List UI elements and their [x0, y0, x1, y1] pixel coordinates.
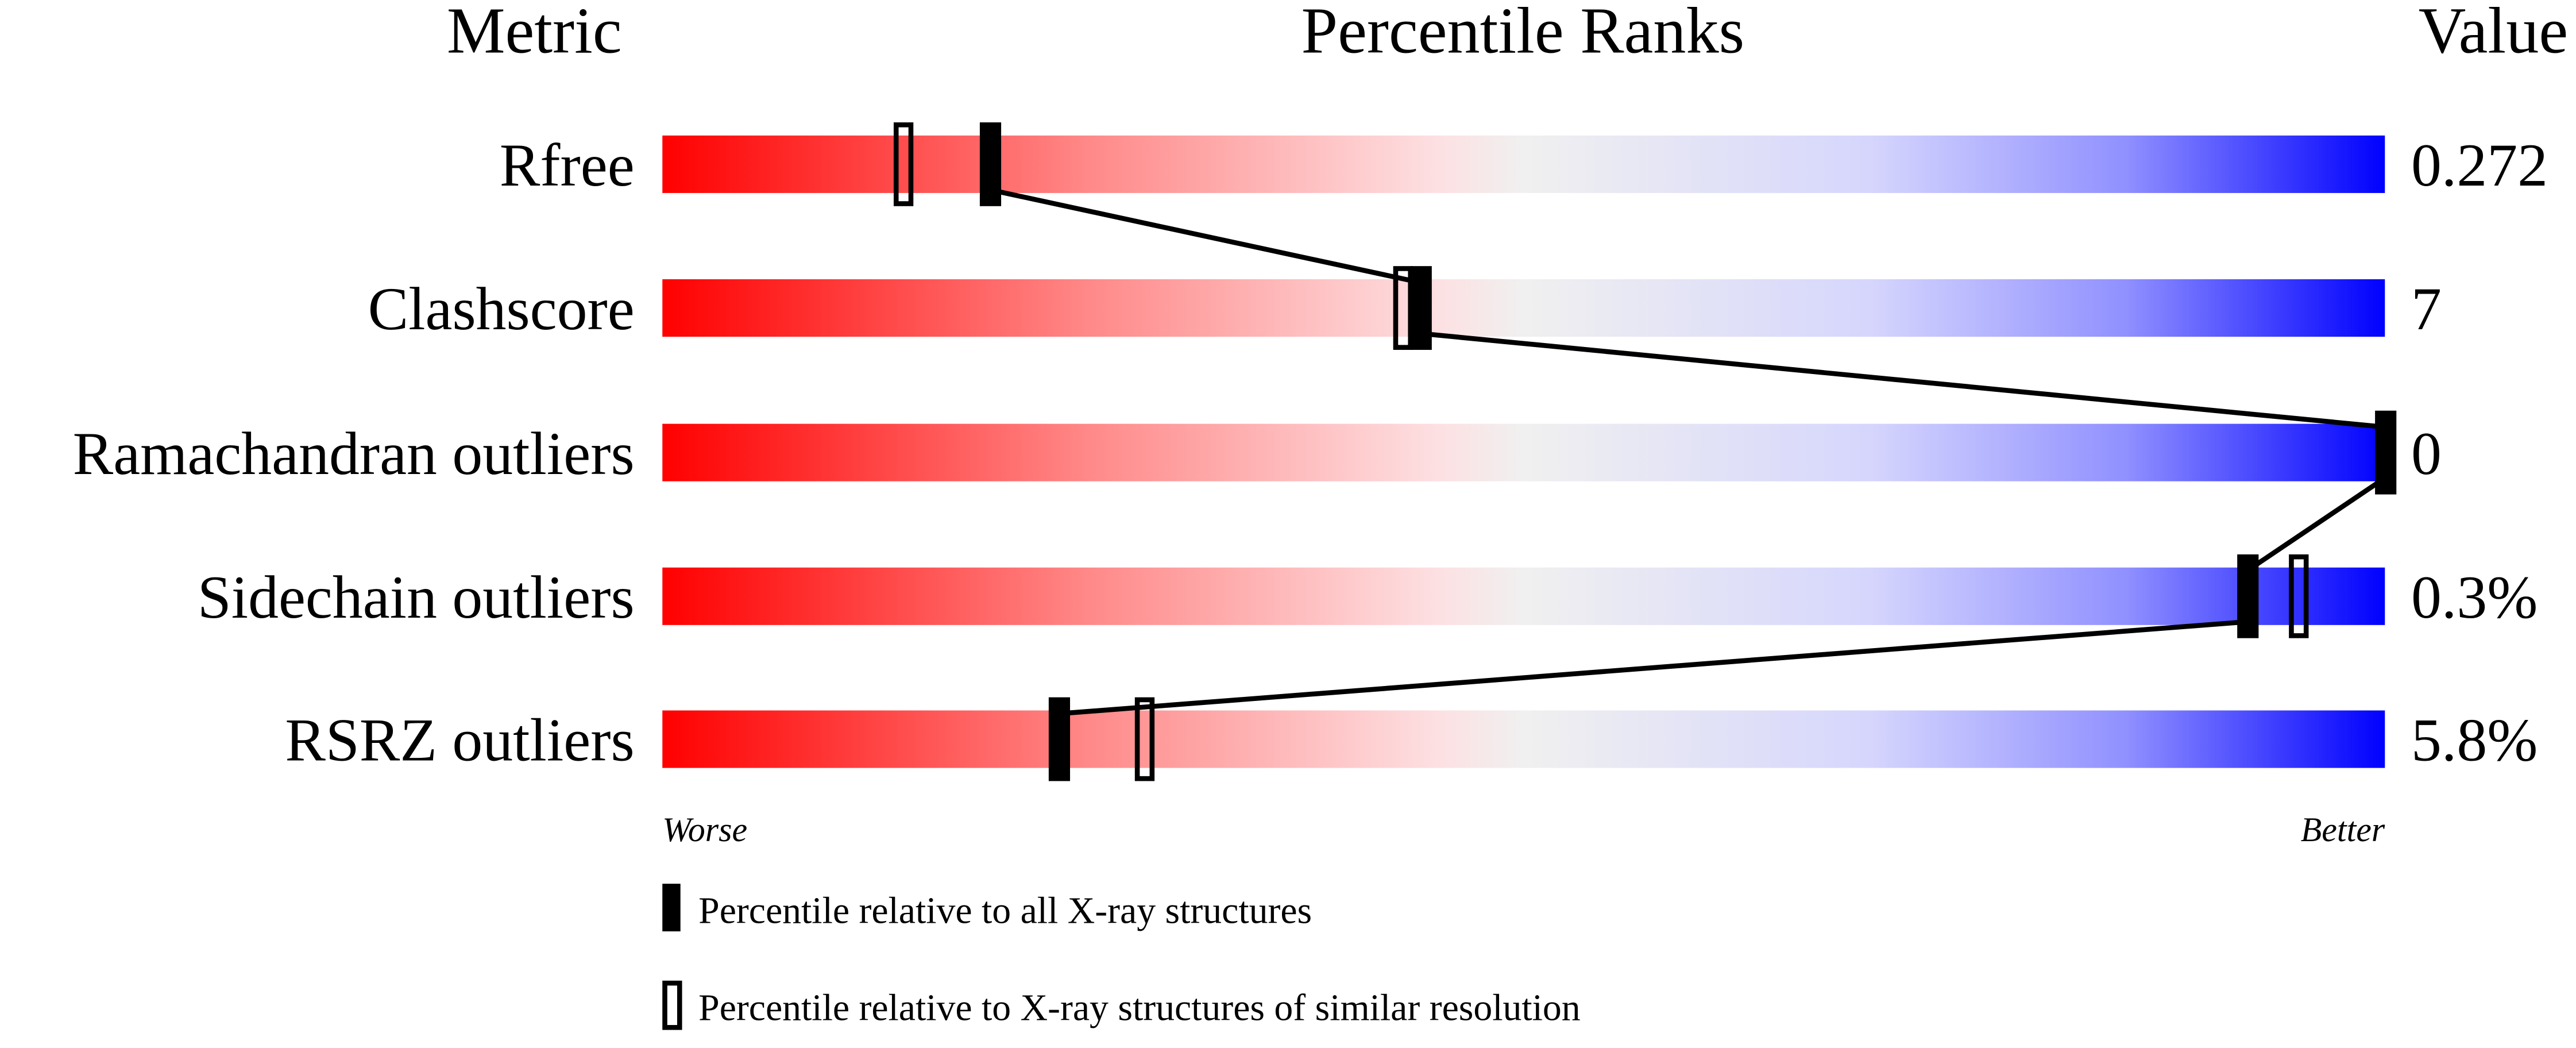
metric-label: Ramachandran outliers [73, 420, 635, 487]
header-percentile-ranks: Percentile Ranks [1301, 0, 1745, 67]
metric-label: Rfree [500, 132, 635, 199]
header-value: Value [2419, 0, 2568, 67]
marker-similar-resolution [893, 122, 914, 206]
metric-value: 0.272 [2411, 132, 2548, 199]
percentile-bar [662, 567, 2385, 625]
metric-value: 7 [2411, 275, 2442, 342]
connector-line [2245, 476, 2386, 573]
percentile-bar [662, 279, 2385, 337]
metric-label: Clashscore [368, 275, 635, 342]
metric-label: RSRZ outliers [285, 707, 634, 774]
marker-all-structures [1048, 697, 1071, 781]
metric-label: Sidechain outliers [198, 564, 635, 631]
connector-line [1420, 331, 2385, 430]
connector-line [1058, 619, 2247, 716]
better-label: Better [2301, 811, 2385, 849]
header-metric: Metric [447, 0, 622, 67]
percentile-bar [662, 710, 2385, 768]
legend-open-label: Percentile relative to X-ray structures … [698, 987, 1581, 1028]
metric-value: 0.3% [2411, 564, 2538, 631]
worse-label: Worse [662, 811, 747, 849]
connector-line [989, 187, 1421, 285]
percentile-bar [662, 423, 2385, 481]
legend-filled-label: Percentile relative to all X-ray structu… [698, 890, 1312, 932]
metric-value: 0 [2411, 420, 2442, 487]
legend-open-marker [662, 980, 682, 1030]
legend-filled-marker [662, 884, 681, 932]
percentile-bar [662, 135, 2385, 193]
metric-value: 5.8% [2411, 707, 2538, 774]
marker-similar-resolution [2289, 554, 2309, 638]
marker-similar-resolution [1134, 697, 1155, 781]
